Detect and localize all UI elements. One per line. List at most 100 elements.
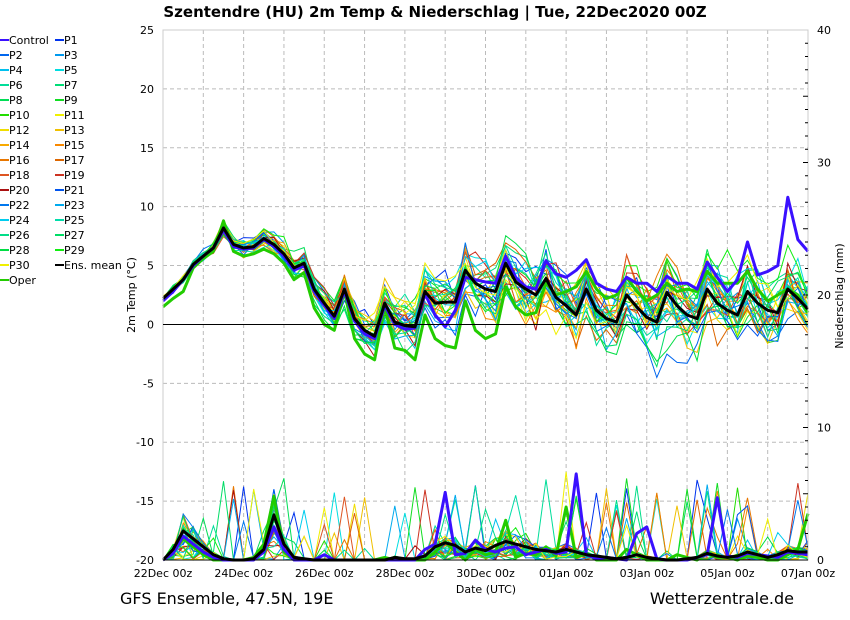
x-axis-label: Date (UTC) — [456, 583, 516, 596]
legend-label: P29 — [64, 244, 85, 257]
legend-label: Control — [9, 34, 49, 47]
x-tick-label: 01Jan 00z — [539, 567, 593, 580]
legend-item: Oper — [0, 274, 36, 287]
legend-label: P17 — [64, 154, 85, 167]
legend-item: P6 — [0, 79, 23, 92]
legend-item: P24 — [0, 214, 30, 227]
y2-tick-label: 10 — [817, 422, 831, 435]
legend-label: P30 — [9, 259, 30, 272]
legend-item: P1 — [55, 34, 78, 47]
legend-item: P13 — [55, 124, 85, 137]
legend-label: P24 — [9, 214, 30, 227]
x-tick-label: 22Dec 00z — [134, 567, 193, 580]
legend-label: P27 — [64, 229, 85, 242]
legend-label: P15 — [64, 139, 85, 152]
legend-label: P22 — [9, 199, 30, 212]
y-tick-label: -15 — [136, 495, 154, 508]
oper-temp-line — [162, 219, 810, 362]
legend-item: P29 — [55, 244, 85, 257]
legend-label: P4 — [9, 64, 23, 77]
legend-label: P6 — [9, 79, 23, 92]
x-tick-label: 24Dec 00z — [214, 567, 273, 580]
legend-label: P9 — [64, 94, 78, 107]
legend-item: P15 — [55, 139, 85, 152]
legend-item: P21 — [55, 184, 85, 197]
legend-label: P19 — [64, 169, 85, 182]
legend-item: P14 — [0, 139, 30, 152]
legend-item: P7 — [55, 79, 78, 92]
member-lines — [161, 195, 810, 562]
x-tick-label: 28Dec 00z — [376, 567, 435, 580]
x-tick-label: 05Jan 00z — [700, 567, 754, 580]
legend-label: P21 — [64, 184, 85, 197]
legend-item: P22 — [0, 199, 30, 212]
y-axis-label: 2m Temp (°C) — [125, 257, 138, 333]
legend-item: P3 — [55, 49, 78, 62]
y-tick-label: 10 — [140, 201, 154, 214]
legend-label: P18 — [9, 169, 30, 182]
legend-label: P23 — [64, 199, 85, 212]
legend-label: P16 — [9, 154, 30, 167]
legend-item: P27 — [55, 229, 85, 242]
legend-label: P8 — [9, 94, 23, 107]
legend-item: Ens. mean — [55, 259, 122, 272]
y2-tick-label: 0 — [817, 554, 824, 567]
y-tick-label: 15 — [140, 142, 154, 155]
legend-item: P12 — [0, 124, 30, 137]
legend-item: P23 — [55, 199, 85, 212]
legend-item: Control — [0, 34, 49, 47]
legend-label: P1 — [64, 34, 78, 47]
legend-item: P30 — [0, 259, 30, 272]
legend-item: P4 — [0, 64, 23, 77]
y2-axis-label: Niederschlag (mm) — [833, 243, 846, 348]
legend-label: P13 — [64, 124, 85, 137]
legend-item: P11 — [55, 109, 85, 122]
legend-label: P11 — [64, 109, 85, 122]
axes: 25 20 15 10 5 0 -5 -10 -15 -20 40 30 20 10 0 22Dec 00z 2… — [134, 24, 836, 580]
y2-tick-label: 20 — [817, 289, 831, 302]
x-tick-label: 30Dec 00z — [456, 567, 515, 580]
legend-label: P3 — [64, 49, 78, 62]
legend-item: P28 — [0, 244, 30, 257]
footer-model-info: GFS Ensemble, 47.5N, 19E — [120, 589, 333, 608]
legend-item: P18 — [0, 169, 30, 182]
y2-tick-label: 40 — [817, 24, 831, 37]
legend-label: Oper — [9, 274, 36, 287]
legend-label: P12 — [9, 124, 30, 137]
x-tick-label: 03Jan 00z — [620, 567, 674, 580]
x-tick-label: 26Dec 00z — [295, 567, 354, 580]
y-tick-label: 20 — [140, 83, 154, 96]
legend-label: P2 — [9, 49, 23, 62]
legend-item: P20 — [0, 184, 30, 197]
legend-label: P26 — [9, 229, 30, 242]
legend-item: P9 — [55, 94, 78, 107]
legend-item: P10 — [0, 109, 30, 122]
legend-item: P2 — [0, 49, 23, 62]
legend-label: P14 — [9, 139, 30, 152]
legend-label: P5 — [64, 64, 78, 77]
y-tick-label: 0 — [147, 318, 154, 331]
legend-label: P20 — [9, 184, 30, 197]
y-tick-label: 25 — [140, 24, 154, 37]
x-tick-label: 07Jan 00z — [781, 567, 835, 580]
y-tick-label: -20 — [136, 554, 154, 567]
legend-label: P10 — [9, 109, 30, 122]
legend-label: P28 — [9, 244, 30, 257]
y-tick-label: 5 — [147, 260, 154, 273]
legend-item: P17 — [55, 154, 85, 167]
ens-mean-precip-line — [161, 513, 808, 562]
legend-item: P16 — [0, 154, 30, 167]
member-temp-line-p30 — [162, 228, 809, 340]
member-temp-line-p15 — [162, 229, 809, 350]
footer-source: Wetterzentrale.de — [650, 589, 794, 608]
legend-label: Ens. mean — [64, 259, 122, 272]
legend-item: P26 — [0, 229, 30, 242]
y-tick-label: -10 — [136, 436, 154, 449]
gridlines — [163, 30, 808, 560]
legend: Control P1 P2 P3 P4 P5 P6 P7 P8 P9 P10 P11 P12 P13 P14… — [0, 34, 122, 287]
control-temp-line — [161, 195, 810, 341]
legend-item: P19 — [55, 169, 85, 182]
legend-item: P5 — [55, 64, 78, 77]
